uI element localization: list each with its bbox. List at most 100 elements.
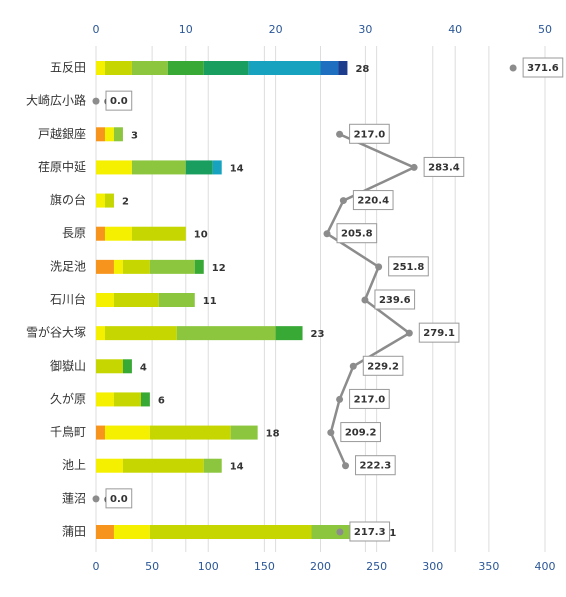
category-label: 御嶽山	[50, 358, 86, 373]
bottom-tick-label: 400	[535, 560, 556, 573]
bar-segment	[230, 425, 258, 440]
line-marker	[342, 462, 350, 470]
total-label: 2	[122, 197, 129, 208]
value-label: 0.0	[105, 90, 133, 111]
total-label: 12	[212, 263, 226, 274]
value-label: 217.3	[349, 521, 391, 542]
total-label: 11	[203, 296, 217, 307]
bar-segment	[96, 525, 114, 539]
value-label-box	[423, 156, 465, 177]
category-label: 雪が谷大塚	[26, 325, 86, 340]
bar-segment	[158, 293, 195, 307]
bar-segment	[104, 326, 177, 341]
bar-segment	[104, 226, 132, 241]
value-label-box	[522, 57, 564, 78]
value-label: 251.8	[388, 256, 429, 277]
value-label: 217.0	[349, 388, 390, 409]
bar-segment	[248, 61, 321, 75]
bar-segment	[275, 326, 303, 341]
line-marker	[375, 263, 383, 271]
bar-segment	[320, 61, 339, 75]
bar-segment	[96, 61, 105, 75]
bar-segment	[131, 160, 186, 175]
total-label: 14	[230, 163, 244, 174]
category-label: 池上	[62, 458, 86, 472]
value-label-text: 209.2	[345, 428, 377, 439]
top-tick-label: 30	[358, 23, 372, 36]
bar-segment	[194, 259, 204, 274]
bar-segment	[96, 160, 132, 175]
value-label-box	[349, 388, 390, 409]
value-label: 239.6	[374, 289, 416, 310]
value-label: 229.2	[362, 355, 404, 376]
value-label-box	[349, 521, 391, 542]
line-marker	[92, 495, 100, 503]
bar-segment	[212, 160, 222, 175]
bar-segment	[96, 127, 105, 142]
bottom-tick-label: 250	[366, 560, 387, 573]
bar-segment	[167, 61, 204, 75]
bar-segment	[104, 193, 114, 208]
bar-segment	[131, 61, 168, 75]
value-label: 209.2	[340, 422, 381, 443]
value-label-text: 220.4	[357, 196, 389, 207]
line-marker	[336, 130, 344, 138]
category-label: 石川台	[50, 292, 86, 307]
value-label: 222.3	[355, 455, 396, 476]
category-label: 蒲田	[62, 525, 86, 539]
bottom-tick-label: 0	[93, 560, 100, 573]
value-label: 371.6	[522, 57, 564, 78]
value-label-box	[374, 289, 416, 310]
value-label-box	[352, 190, 394, 211]
total-label: 3	[131, 130, 138, 141]
bar-segment	[113, 259, 123, 274]
bar-segment	[176, 326, 276, 341]
total-label: 14	[230, 462, 244, 473]
category-label: 旗の台	[50, 192, 86, 207]
total-label: 6	[158, 395, 165, 406]
bottom-tick-label: 150	[254, 560, 275, 573]
bar-segment	[96, 392, 114, 407]
value-label: 220.4	[352, 190, 394, 211]
bar-segment	[113, 392, 141, 407]
value-label: 279.1	[418, 322, 460, 343]
bar-segment	[96, 293, 114, 307]
line-marker	[361, 296, 369, 304]
bar-segment	[338, 61, 348, 75]
bar-segment	[96, 259, 114, 274]
bar-segment	[122, 259, 150, 274]
total-label: 10	[194, 230, 208, 241]
category-label: 千鳥町	[50, 424, 86, 439]
line-marker	[509, 64, 517, 72]
category-label: 蓮沼	[62, 491, 86, 505]
bar-segment	[96, 458, 123, 473]
bar-segment	[149, 425, 231, 440]
value-label: 283.4	[423, 156, 465, 177]
bar-segment	[203, 458, 222, 473]
line-marker	[323, 230, 331, 238]
bar-segment	[122, 458, 204, 473]
line-marker	[336, 395, 344, 403]
category-label: 大崎広小路	[26, 93, 86, 108]
bar-segment	[149, 259, 195, 274]
line-marker	[349, 362, 357, 370]
value-label-box	[388, 256, 429, 277]
bar-segment	[96, 359, 123, 374]
bottom-tick-label: 300	[422, 560, 443, 573]
category-label: 久が原	[50, 391, 86, 406]
value-label-text: 217.3	[354, 527, 386, 538]
total-label: 18	[266, 429, 280, 440]
bar-segment	[185, 160, 213, 175]
bar-segment	[96, 425, 105, 440]
bar-segment	[113, 127, 123, 142]
value-label-text: 283.4	[428, 162, 460, 173]
value-label-box	[105, 488, 133, 509]
line-marker	[327, 429, 335, 437]
line-marker	[92, 97, 100, 105]
value-label: 205.8	[336, 223, 378, 244]
top-tick-label: 10	[179, 23, 193, 36]
bottom-tick-label: 50	[145, 560, 159, 573]
value-label-text: 205.8	[341, 229, 373, 240]
value-label-box	[355, 455, 396, 476]
